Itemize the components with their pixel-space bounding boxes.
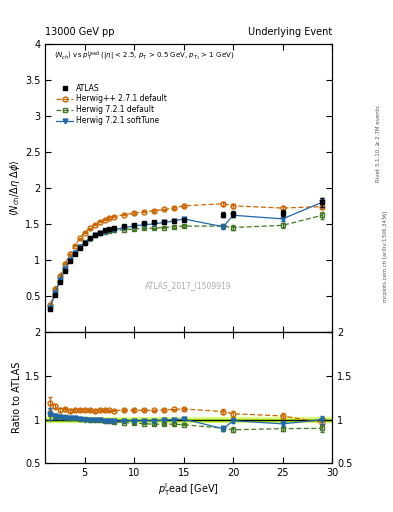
Text: Underlying Event: Underlying Event: [248, 27, 332, 37]
Y-axis label: Ratio to ATLAS: Ratio to ATLAS: [12, 362, 22, 434]
Bar: [45, 417, 332, 422]
Text: Rivet 3.1.10, ≥ 2.7M events: Rivet 3.1.10, ≥ 2.7M events: [376, 105, 380, 182]
Legend: ATLAS, Herwig++ 2.7.1 default, Herwig 7.2.1 default, Herwig 7.2.1 softTune: ATLAS, Herwig++ 2.7.1 default, Herwig 7.…: [55, 82, 169, 127]
Text: 13000 GeV pp: 13000 GeV pp: [45, 27, 115, 37]
Text: $\langle N_{ch}\rangle$ vs $p_{\rm T}^{\rm lead}$ ($|\eta|$ < 2.5, $p_{\rm T}$ >: $\langle N_{ch}\rangle$ vs $p_{\rm T}^{\…: [54, 49, 234, 62]
Text: mcplots.cern.ch [arXiv:1306.3436]: mcplots.cern.ch [arXiv:1306.3436]: [383, 210, 387, 302]
Y-axis label: $\langle N_{\rm ch}/ \Delta\eta\ \Delta\phi\rangle$: $\langle N_{\rm ch}/ \Delta\eta\ \Delta\…: [8, 159, 22, 216]
Text: ATLAS_2017_I1509919: ATLAS_2017_I1509919: [145, 282, 232, 290]
X-axis label: $p_{\rm T}^{\rm l}{\rm ead}$ [GeV]: $p_{\rm T}^{\rm l}{\rm ead}$ [GeV]: [158, 481, 219, 498]
Bar: [45, 419, 332, 420]
